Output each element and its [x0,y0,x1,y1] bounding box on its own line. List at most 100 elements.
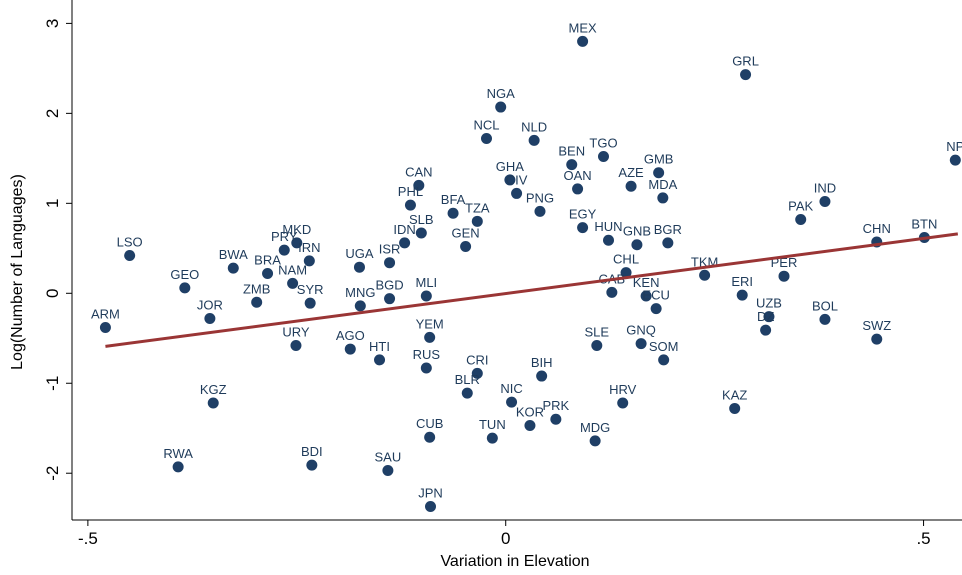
point-label: KOR [516,405,544,420]
point [404,199,416,211]
point-label: SAU [375,450,402,465]
point-label: ARM [91,306,120,321]
point-label: SWZ [862,318,891,333]
point [819,313,831,325]
point-label: DZ [757,309,774,324]
point [447,207,459,219]
point-label: KGZ [200,382,227,397]
point-label: ZMB [243,281,270,296]
point-label: AGO [336,328,365,343]
point-label: CHN [863,221,891,236]
point [207,397,219,409]
point [251,296,263,308]
point [262,267,274,279]
point-label: BIH [531,355,553,370]
point [415,227,427,239]
point-label: SOM [649,339,679,354]
point-label: BGD [375,278,403,293]
point-label: MDA [648,177,677,192]
point [413,179,425,191]
point-label: KAZ [722,387,747,402]
point-label: RWA [163,446,193,461]
y-tick-label: -2 [43,466,62,481]
point [291,237,303,249]
point [354,300,366,312]
point [597,151,609,163]
point-label: NP [946,139,962,154]
point [591,339,603,351]
point [606,286,618,298]
x-tick-label: .5 [916,529,930,548]
point [425,501,437,513]
x-tick-label: 0 [501,529,510,548]
point-label: TUN [479,417,506,432]
point [480,133,492,145]
point-label: OAN [564,168,592,183]
point-label: IDN [393,222,415,237]
x-tick-label: -.5 [78,529,98,548]
point-label: GEN [452,226,480,241]
point-label: SYR [297,282,324,297]
point [736,289,748,301]
point [577,222,589,234]
y-tick-label: 0 [43,289,62,298]
point [420,362,432,374]
point [653,167,665,179]
point-label: HTI [369,339,390,354]
y-axis-label: Log(Number of Languages) [9,174,26,370]
point [424,431,436,443]
point-label: BLR [455,372,480,387]
point [506,396,518,408]
point-label: CRI [466,352,488,367]
point-label: CUB [416,416,443,431]
point [344,343,356,355]
point [631,239,643,251]
point-label: NCL [473,118,499,133]
point [227,262,239,274]
point [424,331,436,343]
point [763,311,775,323]
point [524,420,536,432]
point [534,205,546,217]
point [420,290,432,302]
y-tick-label: 3 [43,19,62,28]
point [124,250,136,262]
point [204,312,216,324]
point-label: TGO [589,136,617,151]
point [566,159,578,171]
point [536,370,548,382]
point [511,187,523,199]
point-label: GNQ [626,323,656,338]
point [871,333,883,345]
point [620,267,632,279]
point-label: BOL [812,298,838,313]
point [461,387,473,399]
point [657,192,669,204]
point [577,35,589,47]
y-tick-label: -1 [43,376,62,391]
point-label: ECU [642,288,669,303]
y-tick-label: 2 [43,109,62,118]
point-label: HRV [609,382,637,397]
point [658,354,670,366]
point [504,174,516,186]
point-label: CIV [506,172,528,187]
point [603,234,615,246]
point [572,183,584,195]
point-label: SLE [585,324,610,339]
point [384,293,396,305]
point [617,397,629,409]
point-label: BFA [441,192,466,207]
point-label: GNB [623,224,651,239]
point [740,69,752,81]
point-label: JOR [197,297,223,312]
point [306,459,318,471]
point [699,269,711,281]
point [589,435,601,447]
point-label: PRK [542,398,569,413]
point [495,101,507,113]
point [303,255,315,267]
point-label: TZA [465,200,490,215]
point [625,180,637,192]
point-label: NIC [500,381,522,396]
